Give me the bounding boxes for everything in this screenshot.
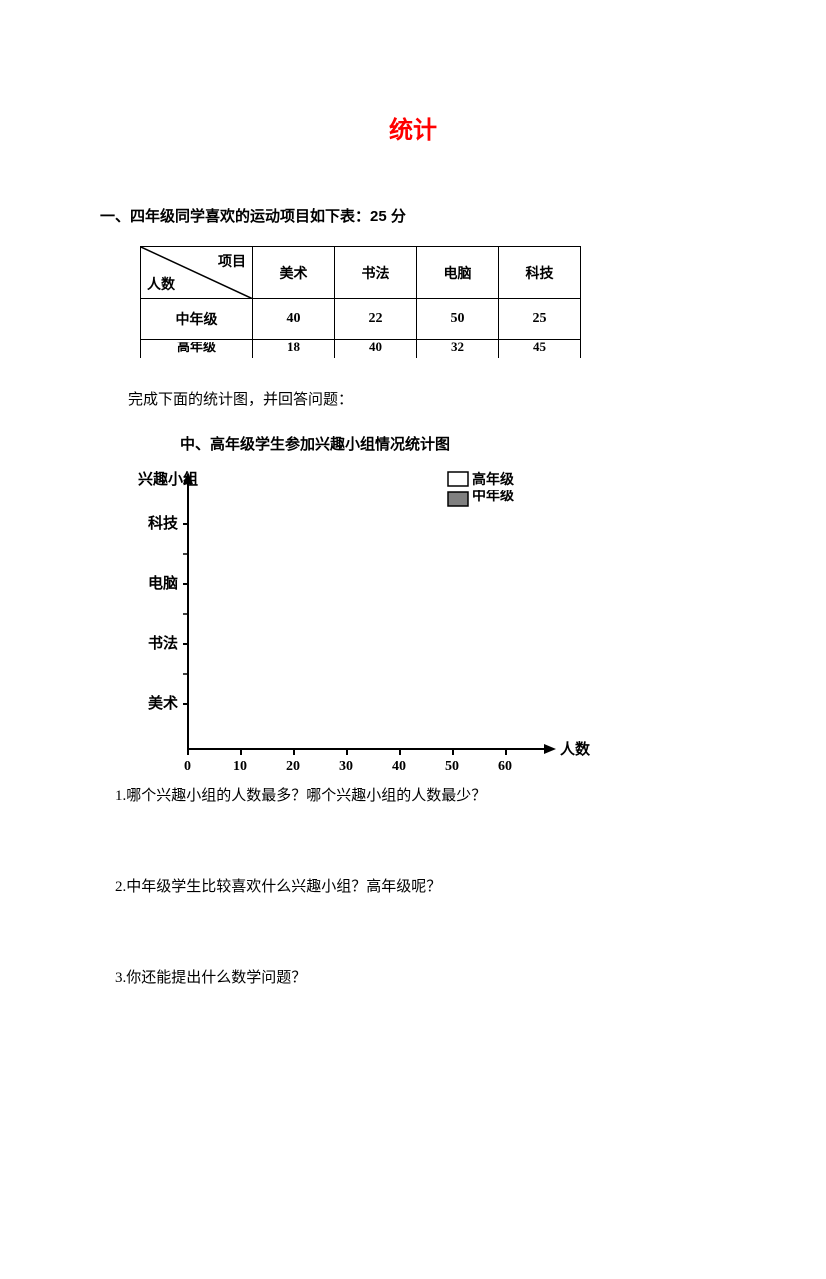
question-2: 2.中年级学生比较喜欢什么兴趣小组？高年级呢？: [115, 875, 826, 896]
table-row-cut: 高年级 18 40 32 45: [141, 340, 581, 359]
x-tick: 30: [339, 759, 353, 774]
chart-area: 兴趣小组 人数 科技 电脑 书法 美术 0 10 20 30 40 50 60 …: [128, 464, 598, 784]
x-tick: 50: [445, 759, 459, 774]
y-cat: 美术: [148, 694, 178, 712]
diag-bottom-label: 人数: [147, 274, 175, 294]
row-label: 中年级: [141, 299, 253, 340]
question-1: 1.哪个兴趣小组的人数最多？哪个兴趣小组的人数最少？: [115, 784, 826, 805]
section-1-heading: 一、四年级同学喜欢的运动项目如下表：25 分: [100, 205, 826, 226]
x-tick: 20: [286, 759, 300, 774]
y-cat: 科技: [148, 514, 179, 532]
cell: 25: [499, 299, 581, 340]
y-cat: 电脑: [148, 574, 178, 592]
col-header: 科技: [499, 247, 581, 299]
legend-swatch-high: [448, 472, 468, 486]
cell: 40: [253, 299, 335, 340]
question-3: 3.你还能提出什么数学问题？: [115, 966, 826, 987]
cell: 40: [335, 340, 417, 359]
legend-swatch-mid: [448, 492, 468, 506]
cell: 32: [417, 340, 499, 359]
instruction-text: 完成下面的统计图，并回答问题：: [128, 388, 826, 409]
legend-label-cut: 中年级: [472, 490, 532, 504]
cell: 18: [253, 340, 335, 359]
cell: 45: [499, 340, 581, 359]
x-tick: 0: [184, 759, 191, 774]
cell: 50: [417, 299, 499, 340]
page-title: 统计: [0, 110, 826, 145]
table-row: 中年级 40 22 50 25: [141, 299, 581, 340]
col-header: 美术: [253, 247, 335, 299]
legend-label: 高年级: [472, 471, 515, 488]
diag-top-label: 项目: [218, 251, 246, 271]
y-axis-label: 兴趣小组: [138, 470, 198, 488]
chart-title: 中、高年级学生参加兴趣小组情况统计图: [180, 433, 826, 454]
cell: 22: [335, 299, 417, 340]
x-tick: 60: [498, 759, 512, 774]
y-cat: 书法: [148, 634, 178, 652]
x-tick: 10: [233, 759, 247, 774]
x-tick: 40: [392, 759, 406, 774]
col-header: 书法: [335, 247, 417, 299]
col-header: 电脑: [417, 247, 499, 299]
data-table: 项目 人数 美术 书法 电脑 科技 中年级 40 22 50 25 高年级 18…: [140, 246, 581, 358]
x-axis-label: 人数: [560, 740, 591, 758]
chart-svg: 兴趣小组 人数 科技 电脑 书法 美术 0 10 20 30 40 50 60 …: [128, 464, 598, 784]
row-label: 高年级: [141, 340, 253, 359]
questions-block: 1.哪个兴趣小组的人数最多？哪个兴趣小组的人数最少？ 2.中年级学生比较喜欢什么…: [115, 784, 826, 987]
diag-header-cell: 项目 人数: [141, 247, 253, 299]
table-header-row: 项目 人数 美术 书法 电脑 科技: [141, 247, 581, 299]
